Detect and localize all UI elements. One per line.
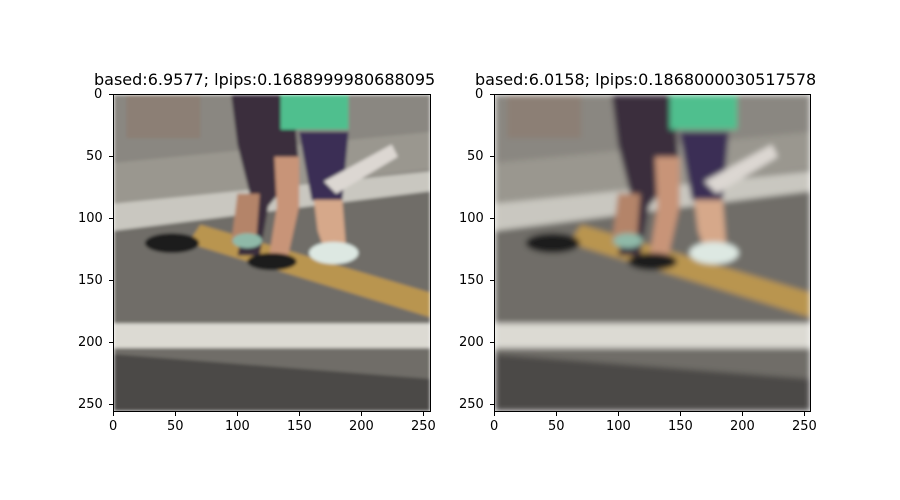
right-x-tickmark xyxy=(680,412,681,416)
right-y-tickmark xyxy=(490,156,494,157)
right-y-tickmark xyxy=(490,280,494,281)
right-y-tick: 100 xyxy=(459,211,484,226)
left-y-tick: 250 xyxy=(78,397,103,412)
right-x-tick: 0 xyxy=(490,419,499,434)
right-y-tick: 50 xyxy=(467,149,484,164)
right-x-tick: 100 xyxy=(606,419,631,434)
left-x-tick: 100 xyxy=(225,419,250,434)
left-x-tick: 200 xyxy=(349,419,374,434)
right-y-tickmark xyxy=(490,404,494,405)
right-y-tickmark xyxy=(490,342,494,343)
right-x-tick: 50 xyxy=(548,419,565,434)
left-x-tickmark xyxy=(361,412,362,416)
right-x-tickmark xyxy=(618,412,619,416)
right-y-tickmark xyxy=(490,94,494,95)
left-y-tick: 50 xyxy=(86,149,103,164)
right-image xyxy=(494,94,811,412)
left-y-tickmark xyxy=(109,156,113,157)
left-y-tick: 150 xyxy=(78,273,103,288)
left-x-tickmark xyxy=(175,412,176,416)
left-x-tick: 0 xyxy=(109,419,118,434)
left-x-tick: 250 xyxy=(411,419,436,434)
left-y-tick: 100 xyxy=(78,211,103,226)
left-y-tick: 0 xyxy=(94,87,103,102)
right-y-tick: 200 xyxy=(459,335,484,350)
right-y-tick: 150 xyxy=(459,273,484,288)
right-x-tick: 150 xyxy=(668,419,693,434)
right-x-tickmark xyxy=(494,412,495,416)
right-x-tick: 200 xyxy=(730,419,755,434)
left-y-tickmark xyxy=(109,404,113,405)
left-x-tickmark xyxy=(237,412,238,416)
right-x-tickmark xyxy=(556,412,557,416)
left-x-tickmark xyxy=(113,412,114,416)
left-x-tick: 50 xyxy=(167,419,184,434)
right-y-tick: 0 xyxy=(475,87,484,102)
right-x-tickmark xyxy=(742,412,743,416)
left-image xyxy=(113,94,431,412)
left-panel-title: based:6.9577; lpips:0.1688999980688095 xyxy=(94,70,436,89)
right-x-tick: 250 xyxy=(792,419,817,434)
left-y-tickmark xyxy=(109,342,113,343)
right-y-tick: 250 xyxy=(459,397,484,412)
left-x-tick: 150 xyxy=(287,419,312,434)
left-x-tickmark xyxy=(299,412,300,416)
right-panel-title: based:6.0158; lpips:0.1868000030517578 xyxy=(475,70,817,89)
right-x-tickmark xyxy=(804,412,805,416)
left-x-tickmark xyxy=(423,412,424,416)
left-y-tick: 200 xyxy=(78,335,103,350)
left-y-tickmark xyxy=(109,94,113,95)
left-y-tickmark xyxy=(109,218,113,219)
left-y-tickmark xyxy=(109,280,113,281)
right-y-tickmark xyxy=(490,218,494,219)
